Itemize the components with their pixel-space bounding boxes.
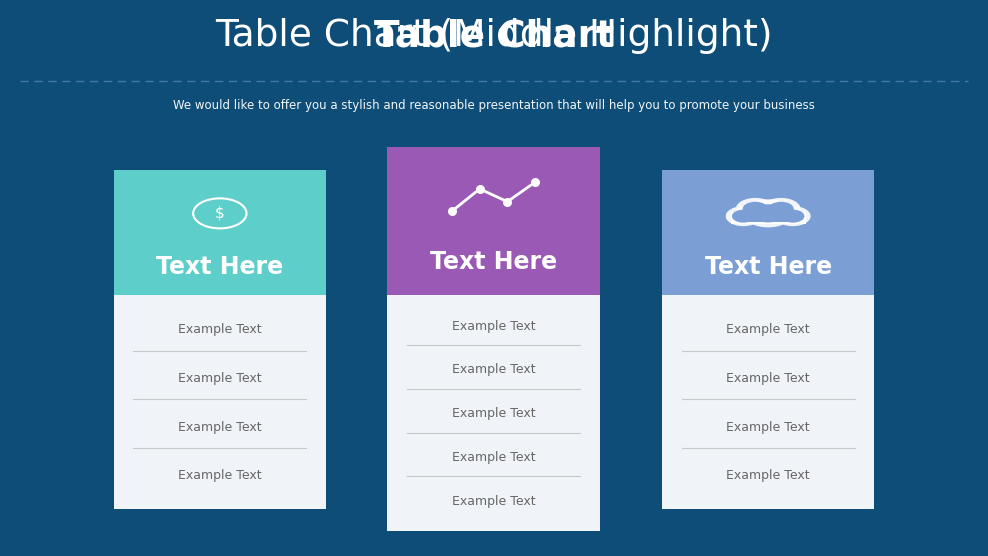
Text: Example Text: Example Text [178,372,262,385]
Text: Example Text: Example Text [726,372,810,385]
Text: Example Text: Example Text [452,495,535,508]
Text: Text Here: Text Here [156,255,284,279]
Circle shape [732,210,755,222]
Circle shape [782,210,804,222]
Text: $: $ [215,206,224,221]
Text: Text Here: Text Here [704,255,832,279]
Text: Example Text: Example Text [178,469,262,482]
FancyBboxPatch shape [662,295,874,509]
FancyBboxPatch shape [730,212,805,225]
Text: Example Text: Example Text [726,469,810,482]
Text: Example Text: Example Text [726,323,810,336]
Text: Example Text: Example Text [452,320,535,332]
Text: Example Text: Example Text [452,364,535,376]
Circle shape [769,202,793,216]
FancyBboxPatch shape [114,170,326,295]
Circle shape [743,202,768,216]
Text: Example Text: Example Text [178,323,262,336]
FancyBboxPatch shape [387,147,600,295]
Text: We would like to offer you a stylish and reasonable presentation that will help : We would like to offer you a stylish and… [173,99,815,112]
Circle shape [736,198,775,220]
FancyBboxPatch shape [741,213,796,222]
Circle shape [776,206,811,226]
Circle shape [752,204,784,222]
Circle shape [725,206,761,226]
Circle shape [743,200,793,227]
Text: Table Chart: Table Chart [373,18,615,54]
FancyBboxPatch shape [662,170,874,295]
Text: Text Here: Text Here [430,250,557,274]
FancyBboxPatch shape [114,295,326,509]
Text: Example Text: Example Text [452,407,535,420]
FancyBboxPatch shape [387,295,600,531]
Circle shape [762,198,800,220]
Text: Table Chart (Middle Highlight): Table Chart (Middle Highlight) [215,18,773,54]
Text: Example Text: Example Text [178,420,262,434]
Text: Example Text: Example Text [452,451,535,464]
Text: Example Text: Example Text [726,420,810,434]
